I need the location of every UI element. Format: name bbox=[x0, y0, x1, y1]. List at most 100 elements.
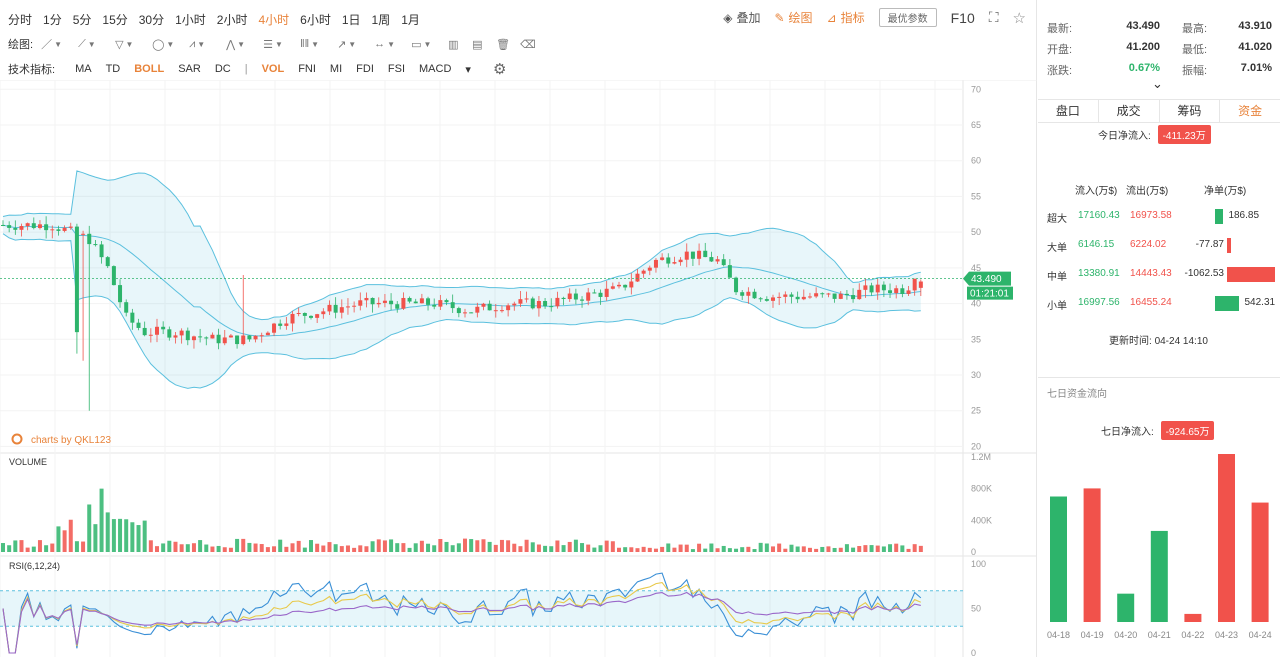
volume-bar bbox=[364, 546, 369, 552]
candle-body bbox=[376, 302, 381, 305]
layer-settings-icon[interactable]: ▤ bbox=[472, 38, 483, 51]
volume-bar bbox=[814, 548, 819, 552]
indicator-main-dc[interactable]: DC bbox=[214, 63, 231, 75]
volume-bar bbox=[795, 546, 800, 552]
text-tool-icon[interactable]: ▭ ▼ bbox=[411, 38, 432, 51]
candle-body bbox=[25, 223, 30, 227]
volume-bar bbox=[875, 545, 880, 552]
volume-bar bbox=[155, 546, 159, 552]
candle-body bbox=[709, 257, 714, 262]
best-params-button[interactable]: 最优参数 bbox=[878, 8, 937, 27]
tab-3[interactable]: 资金 bbox=[1238, 104, 1263, 118]
candle-body bbox=[641, 270, 646, 274]
timeframe-9[interactable]: 1日 bbox=[341, 12, 361, 27]
kline-chart[interactable]: 70 65 60 55 50 45 40 35 30 25 20 43.490 01:21:01 char… bbox=[0, 80, 1037, 657]
timeframe-5[interactable]: 1小时 bbox=[175, 12, 206, 27]
candles bbox=[1, 216, 923, 411]
flow-row: 大单 6146.15 6224.02 -77.87 bbox=[1047, 237, 1279, 255]
candle-body bbox=[506, 305, 511, 311]
overlay-button[interactable]: ◈ 叠加 bbox=[723, 9, 760, 26]
indicator-sub-fsi[interactable]: FSI bbox=[387, 63, 406, 75]
indicator-sub-vol[interactable]: VOL bbox=[261, 63, 285, 75]
candle-body bbox=[697, 250, 702, 259]
volume-bar bbox=[752, 549, 757, 552]
measure-tool-icon[interactable]: ↔ ▼ bbox=[374, 38, 395, 50]
countdown-label: 01:21:01 bbox=[970, 289, 1009, 300]
indicator-sub-fni[interactable]: FNI bbox=[298, 63, 316, 75]
price-axis-label: 45 bbox=[971, 263, 981, 273]
expand-chevron-icon[interactable]: ⌄ bbox=[1152, 76, 1163, 91]
tab-2[interactable]: 筹码 bbox=[1160, 100, 1221, 122]
volume-bar bbox=[284, 546, 289, 552]
indicator-main-td[interactable]: TD bbox=[105, 63, 121, 75]
channel-tool-icon[interactable]: ▽ ▼ bbox=[115, 38, 134, 51]
col-in-header: 流入(万$) bbox=[1075, 186, 1118, 197]
candle-body bbox=[801, 296, 806, 300]
eraser-icon[interactable]: ⌫ bbox=[520, 38, 536, 51]
timeframe-8[interactable]: 6小时 bbox=[300, 12, 331, 27]
indicator-sub-macd[interactable]: MACD bbox=[419, 63, 452, 75]
gear-icon[interactable]: ⚙ bbox=[492, 61, 507, 78]
candle-body bbox=[426, 298, 431, 305]
fib-tool-icon[interactable]: ☰ ▼ bbox=[263, 38, 283, 51]
candle-body bbox=[87, 233, 92, 245]
boll-upper-line bbox=[2, 170, 921, 321]
candle-body bbox=[389, 300, 394, 305]
indicator-main-boll[interactable]: BOLL bbox=[134, 63, 165, 75]
timeframe-10[interactable]: 1周 bbox=[371, 12, 391, 27]
candle-body bbox=[185, 330, 190, 341]
timeframe-1[interactable]: 1分 bbox=[43, 12, 62, 27]
volume-bar bbox=[869, 545, 874, 552]
ellipse-tool-icon[interactable]: ◯ ▼ bbox=[152, 38, 175, 51]
candle-body bbox=[826, 293, 831, 295]
candle-body bbox=[888, 290, 893, 294]
line-tool-icon[interactable]: ／ ▼ bbox=[41, 39, 62, 51]
candle-body bbox=[148, 334, 153, 336]
indicator-main-sar[interactable]: SAR bbox=[178, 63, 201, 75]
flow-row-in: 17160.43 bbox=[1078, 210, 1120, 221]
volume-bar bbox=[191, 543, 196, 552]
drawing-button[interactable]: ✎ 绘图 bbox=[774, 9, 812, 26]
ray-tool-icon[interactable]: ⟋ ▼ bbox=[78, 37, 96, 50]
pattern-tool-icon[interactable]: ⋀ ▼ bbox=[226, 38, 246, 51]
volume-bar bbox=[222, 547, 227, 552]
trash-icon[interactable]: 🗑 bbox=[496, 38, 511, 51]
tab-0[interactable]: 盘口 bbox=[1038, 100, 1099, 122]
flow-row-in: 16997.56 bbox=[1078, 297, 1120, 308]
timeframe-7[interactable]: 4小时 bbox=[258, 12, 290, 27]
star-icon[interactable]: ☆ bbox=[1012, 9, 1026, 27]
volume-bar bbox=[19, 540, 24, 552]
timeframe-0[interactable]: 分时 bbox=[8, 12, 33, 27]
volume-bar bbox=[173, 541, 178, 552]
seven-day-bar bbox=[1050, 496, 1067, 622]
arrow-tool-icon[interactable]: ↗ ▼ bbox=[337, 38, 357, 51]
gann-tool-icon[interactable]: ‖‖ ▼ bbox=[300, 38, 320, 50]
volume-bar bbox=[111, 519, 116, 552]
volume-bar bbox=[167, 540, 172, 552]
indicator-button[interactable]: ⊿ 指标 bbox=[827, 9, 865, 26]
volume-bar bbox=[99, 488, 104, 552]
indicator-main-ma[interactable]: MA bbox=[75, 63, 92, 75]
f10-button[interactable]: F10 bbox=[950, 9, 975, 26]
timeframe-2[interactable]: 5分 bbox=[72, 12, 92, 27]
indicator-sub-mi[interactable]: MI bbox=[329, 63, 343, 75]
fullscreen-icon[interactable]: ⛶ bbox=[988, 9, 999, 25]
candle-body bbox=[604, 288, 609, 297]
indicator-sub-fdi[interactable]: FDI bbox=[356, 63, 374, 75]
seven-day-tick-label: 04-20 bbox=[1114, 630, 1137, 640]
indicator-dropdown-icon[interactable]: ▾ bbox=[465, 63, 471, 76]
timeframe-3[interactable]: 15分 bbox=[102, 12, 128, 27]
timeframe-6[interactable]: 2小时 bbox=[216, 12, 248, 27]
candle-body bbox=[598, 292, 603, 297]
candle-body bbox=[124, 302, 129, 313]
candle-settings-icon[interactable]: ▥ bbox=[448, 38, 459, 51]
timeframe-11[interactable]: 1月 bbox=[401, 12, 420, 27]
candle-body bbox=[364, 297, 369, 301]
today-flow-label: 今日净流入: bbox=[1098, 131, 1151, 142]
volume-bar bbox=[413, 543, 418, 552]
col-out-header: 流出(万$) bbox=[1126, 186, 1169, 197]
tab-1[interactable]: 成交 bbox=[1099, 100, 1160, 122]
volume-bar bbox=[450, 545, 455, 552]
wave-tool-icon[interactable]: ⩘ ▼ bbox=[189, 37, 206, 50]
timeframe-4[interactable]: 30分 bbox=[138, 12, 165, 27]
